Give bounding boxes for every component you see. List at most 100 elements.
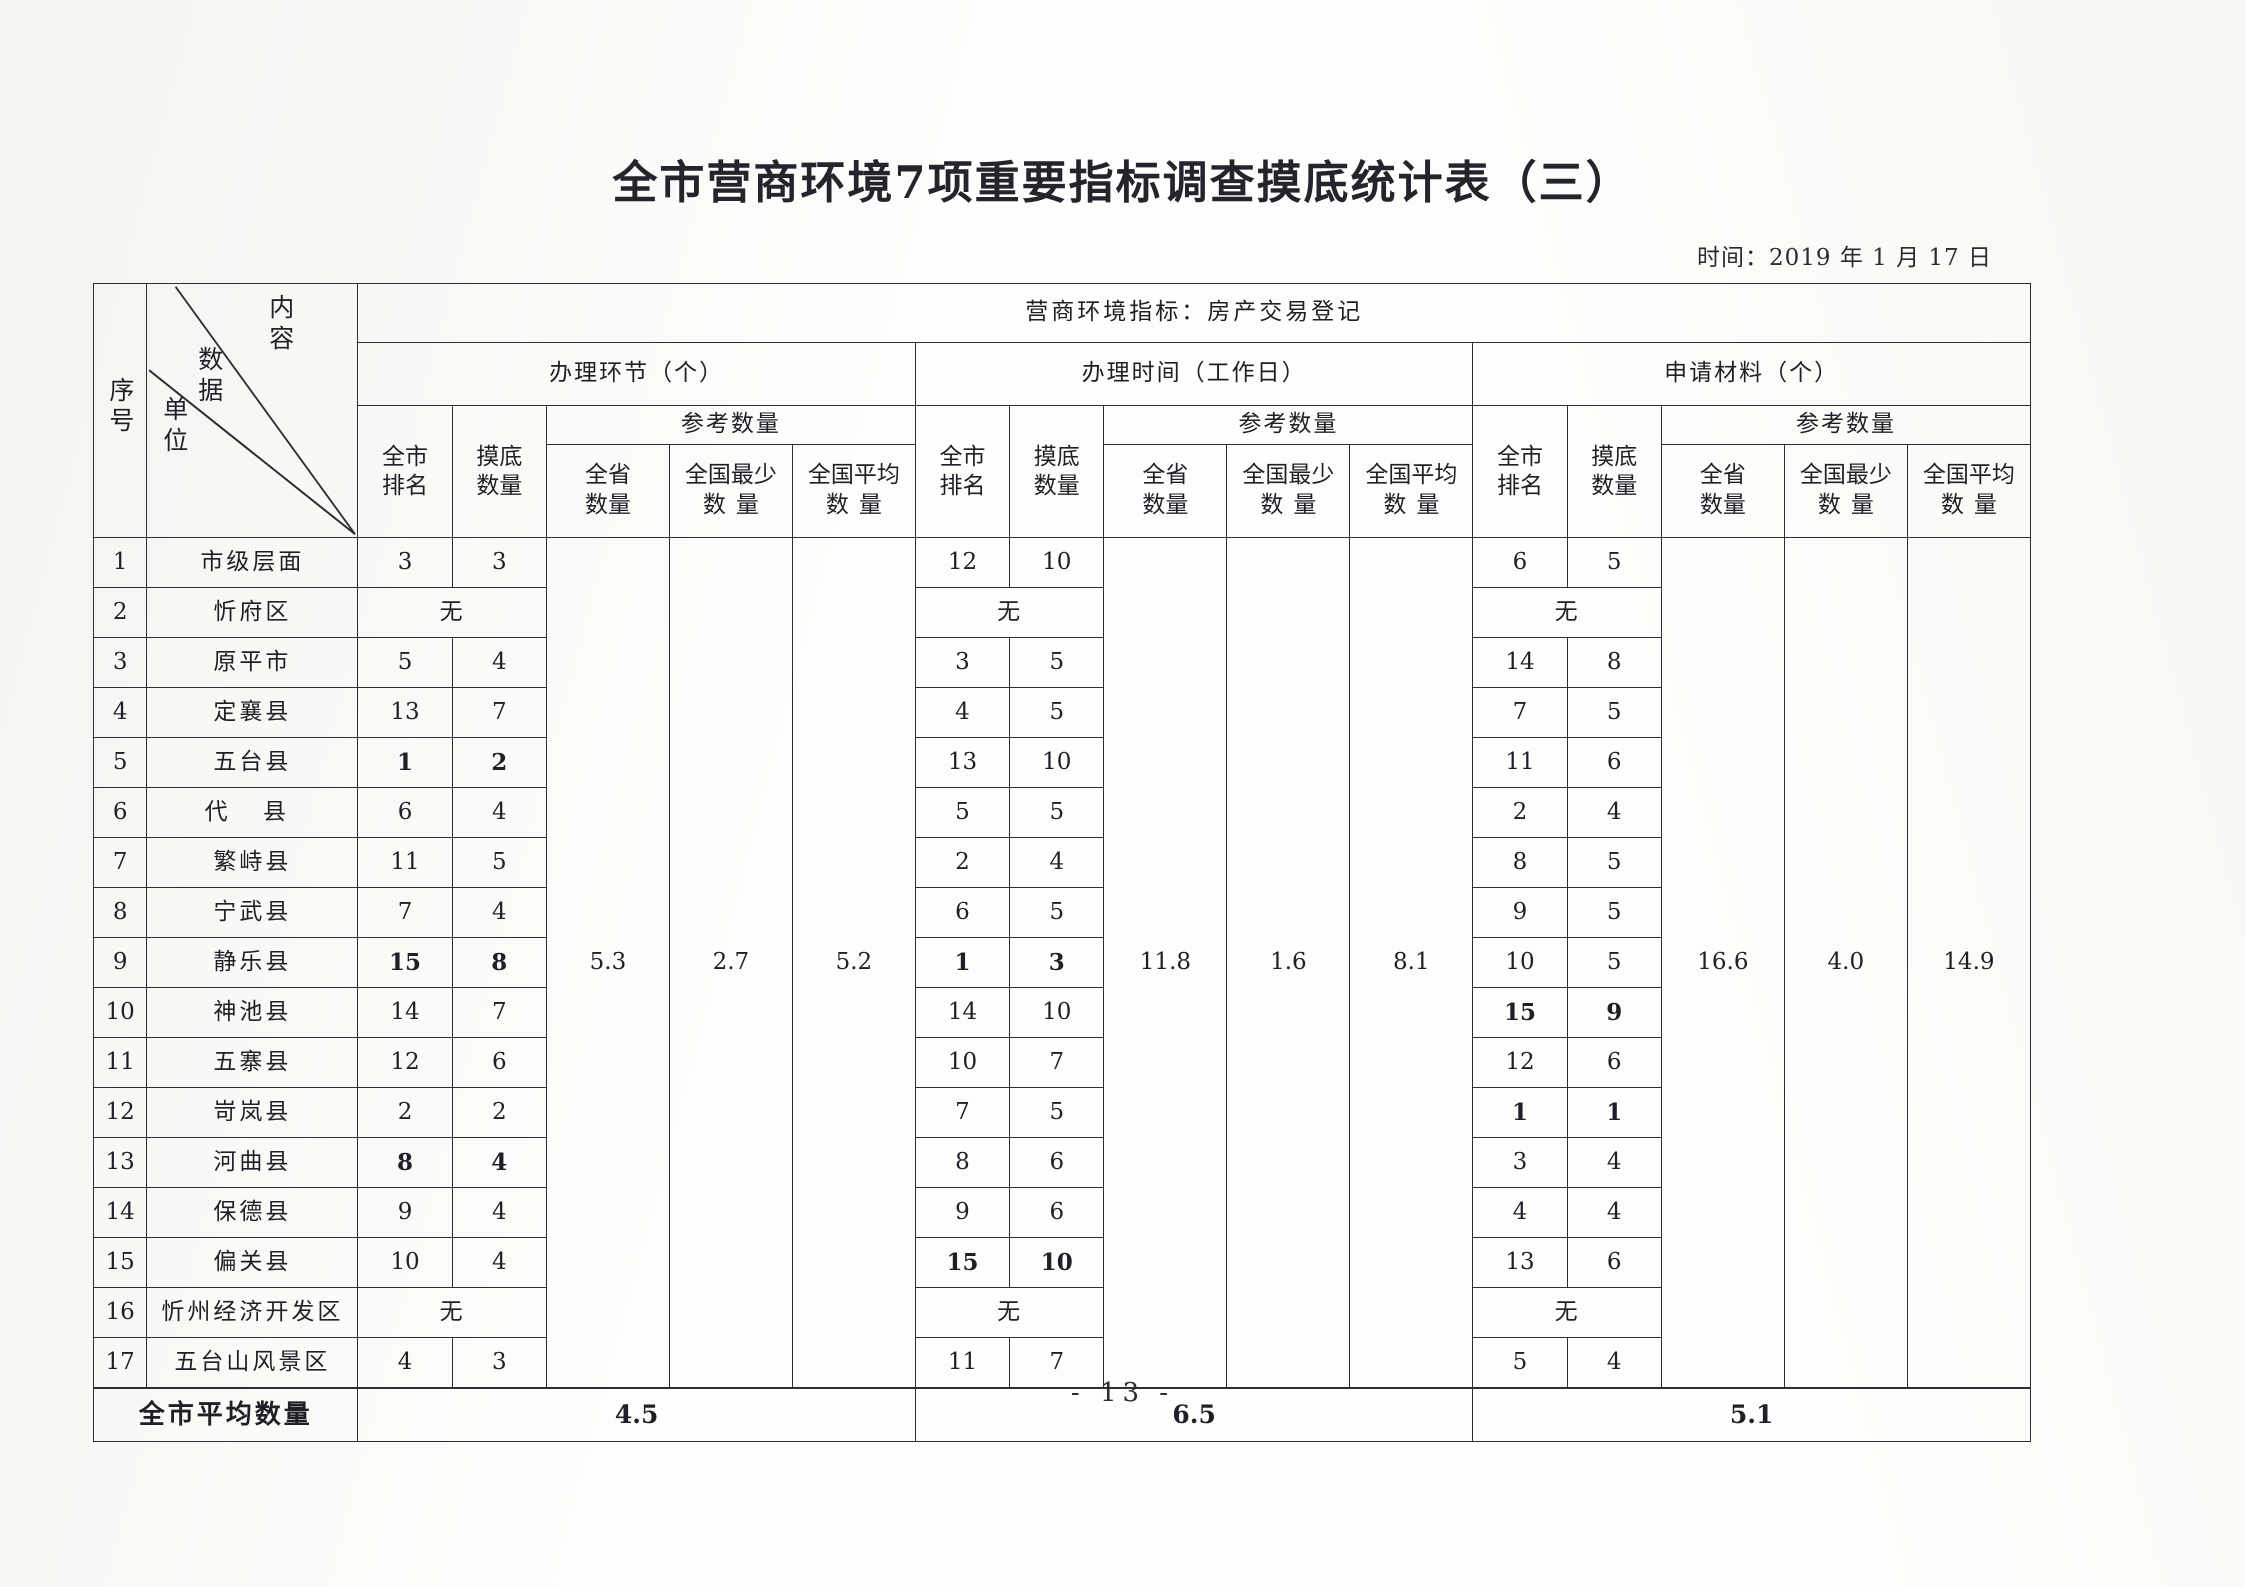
label-line-1: 全国最少: [1799, 462, 1892, 489]
table-row: 8 宁武县 7 4 6 5 9 5: [92, 887, 2031, 938]
row-city-rank-2: 5: [914, 787, 1011, 838]
row-none-3: 无: [1472, 587, 1662, 638]
subheader-city-rank-2: 全市 排名: [914, 405, 1011, 538]
label-line-1: 全国最少: [684, 462, 777, 489]
row-city-rank-2: 11: [914, 1337, 1011, 1389]
table-row: 12 岢岚县 2 2 7 5 1 1: [92, 1087, 2031, 1138]
label-line-2: 数量: [476, 472, 523, 499]
leaf-province-3: 全省 数量: [1660, 444, 1785, 538]
row-city-rank-1: 2: [357, 1087, 453, 1138]
average-value-1: 4.5: [357, 1387, 916, 1442]
row-survey-count-1: 7: [451, 687, 547, 738]
row-survey-count-1: 7: [451, 987, 547, 1038]
row-survey-count-3: 5: [1566, 837, 1662, 888]
row-index: 6: [92, 787, 148, 838]
row-unit-name: 定襄县: [146, 687, 359, 738]
row-city-rank-2: 7: [914, 1087, 1011, 1138]
row-unit-name: 偏关县: [146, 1237, 359, 1288]
label-line-2: 数量: [1260, 492, 1327, 518]
label-line-2: 数量: [1817, 492, 1884, 518]
label-line-2: 数量: [702, 492, 769, 518]
row-none-2: 无: [914, 587, 1105, 638]
row-survey-count-2: 10: [1009, 737, 1105, 788]
corner-label-data: 数据: [194, 346, 224, 408]
row-survey-count-3: 5: [1566, 937, 1662, 988]
row-survey-count-3: 5: [1566, 887, 1662, 938]
subheader-survey-count-1: 摸底 数量: [451, 405, 547, 538]
row-survey-count-2: 5: [1009, 1087, 1105, 1138]
row-survey-count-1: 4: [451, 787, 547, 838]
row-survey-count-2: 4: [1009, 837, 1105, 888]
label-line-1: 全省: [1699, 462, 1746, 489]
average-row-label: 全市平均数量: [92, 1387, 359, 1442]
label-line-2: 排名: [939, 472, 986, 499]
label-line-1: 全市: [1496, 443, 1543, 470]
row-unit-name: 市级层面: [146, 537, 359, 588]
label-line-2: 数量: [1940, 492, 2007, 518]
row-survey-count-3: 6: [1566, 1037, 1662, 1088]
subheader-reference-1: 参考数量: [545, 405, 916, 445]
row-city-rank-3: 13: [1472, 1237, 1568, 1288]
row-survey-count-3: 6: [1566, 737, 1662, 788]
row-index: 4: [92, 687, 148, 738]
row-unit-name: 静乐县: [146, 937, 359, 988]
row-city-rank-1: 11: [357, 837, 453, 888]
row-city-rank-3: 5: [1472, 1337, 1568, 1389]
row-city-rank-1: 13: [357, 687, 453, 738]
row-unit-name: 原平市: [146, 637, 359, 688]
label-line-2: 数量: [1142, 492, 1189, 518]
label-line-1: 全国平均: [807, 462, 900, 489]
label-line-1: 摸底: [1033, 443, 1080, 470]
row-city-rank-1: 8: [357, 1137, 453, 1188]
row-index: 12: [92, 1087, 148, 1138]
row-survey-count-1: 4: [451, 1237, 547, 1288]
row-survey-count-2: 10: [1009, 987, 1105, 1038]
leaf-nation-min-3: 全国最少 数量: [1783, 444, 1908, 538]
reference-province-1: 5.3: [545, 537, 670, 1389]
row-survey-count-3: 4: [1566, 1137, 1662, 1188]
row-survey-count-1: 4: [451, 1187, 547, 1238]
row-city-rank-1: 14: [357, 987, 453, 1038]
row-city-rank-1: 15: [357, 937, 453, 988]
header-cell-corner-diagonal: 内容 数据 单位: [146, 283, 359, 538]
row-none-1: 无: [357, 587, 547, 638]
row-index: 14: [92, 1187, 148, 1238]
average-value-3: 5.1: [1472, 1387, 2031, 1442]
label-line-1: 全省: [1142, 462, 1189, 489]
row-survey-count-1: 3: [451, 1337, 547, 1389]
row-index: 13: [92, 1137, 148, 1188]
table-row: 16 忻州经济开发区无无无: [92, 1287, 2031, 1338]
row-unit-name: 五台山风景区: [146, 1337, 359, 1389]
label-line-1: 全国平均: [1922, 462, 2015, 489]
row-survey-count-1: 2: [451, 1087, 547, 1138]
average-value-2: 6.5: [914, 1387, 1474, 1442]
row-city-rank-2: 3: [914, 637, 1011, 688]
row-city-rank-1: 10: [357, 1237, 453, 1288]
row-unit-name: 五寨县: [146, 1037, 359, 1088]
row-city-rank-1: 1: [357, 737, 453, 788]
leaf-nation-avg-3: 全国平均 数量: [1906, 444, 2032, 538]
row-city-rank-1: 9: [357, 1187, 453, 1238]
header-row-leaves: 全省 数量 全国最少 数量 全国平均 数量 全省 数量 全国最少 数量: [94, 444, 2032, 538]
row-city-rank-2: 4: [914, 687, 1011, 738]
row-city-rank-1: 7: [357, 887, 453, 938]
diagonal-lines: [148, 285, 356, 536]
table-row: 13 河曲县 8 4 8 6 3 4: [92, 1137, 2031, 1188]
row-city-rank-2: 12: [914, 537, 1011, 588]
row-survey-count-3: 4: [1566, 1187, 1662, 1238]
reference-nation-avg-2: 8.1: [1349, 537, 1474, 1389]
group-title-1: 办理环节（个）: [357, 342, 916, 406]
row-unit-name: 忻府区: [146, 587, 359, 638]
row-city-rank-2: 2: [914, 837, 1011, 888]
label-line-1: 全国最少: [1242, 462, 1335, 489]
header-row-subs: 全市 排名 摸底 数量 参考数量 全市 排名 摸底 数量 参考数量: [94, 405, 2032, 538]
row-survey-count-1: 4: [451, 1137, 547, 1188]
table-row: 15 偏关县 10 4 15 10 13 6: [92, 1237, 2031, 1288]
row-index: 15: [92, 1237, 148, 1288]
row-survey-count-1: 8: [451, 937, 547, 988]
label-line-2: 数量: [1699, 492, 1746, 518]
row-city-rank-3: 3: [1472, 1137, 1568, 1188]
statistics-table: 序号 内容 数据 单位 营商环境指标：房产交易登记 办理环节（个） 办理时间（工…: [92, 283, 2032, 1442]
label-line-2: 数量: [584, 492, 631, 518]
